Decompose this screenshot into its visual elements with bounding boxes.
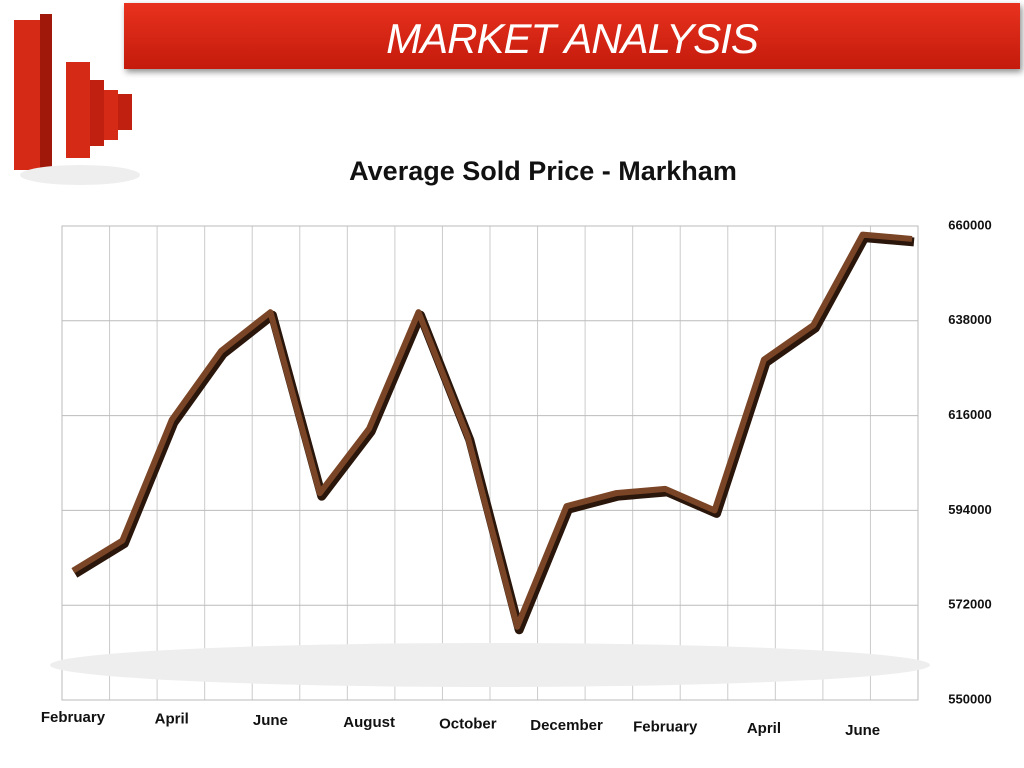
line-shadow [50,643,930,687]
x-tick-label: June [845,722,880,739]
title-banner: MARKET ANALYSIS [124,3,1020,69]
x-tick-label: February [633,719,698,736]
icon-bar [90,80,104,146]
icon-bar [66,62,90,158]
x-tick-label: April [155,711,189,728]
bar-icon [14,14,140,185]
x-tick-label: August [343,714,395,731]
price-line [71,231,913,630]
chart-title: Average Sold Price - Markham [349,156,737,186]
x-tick-label: December [530,717,603,734]
y-tick-label: 616000 [948,407,991,422]
icon-bar [14,20,40,170]
icon-bar [40,14,52,170]
x-tick-label: February [41,709,106,726]
y-tick-label: 572000 [948,597,991,612]
x-tick-label: October [439,715,497,732]
icon-bar [104,90,118,140]
x-tick-label: April [747,720,781,737]
y-tick-label: 594000 [948,502,991,517]
y-tick-label: 660000 [948,217,991,232]
icon-shadow [20,165,140,185]
slide-title: MARKET ANALYSIS [386,15,759,62]
y-tick-label: 638000 [948,312,991,327]
x-tick-label: June [253,712,288,729]
icon-bar [118,94,132,130]
y-tick-label: 550000 [948,691,991,706]
